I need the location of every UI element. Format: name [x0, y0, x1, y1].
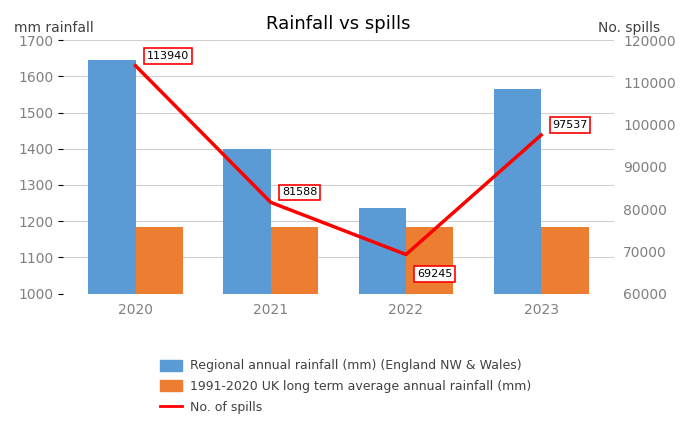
Bar — [271, 227, 318, 426]
Bar — [88, 60, 135, 426]
Text: No. spills: No. spills — [598, 21, 661, 35]
Bar — [494, 89, 541, 426]
Bar — [135, 227, 183, 426]
Bar — [541, 227, 589, 426]
Text: 113940: 113940 — [146, 51, 189, 61]
Bar — [406, 227, 453, 426]
Bar — [223, 149, 271, 426]
Legend: Regional annual rainfall (mm) (England NW & Wales), 1991-2020 UK long term avera: Regional annual rainfall (mm) (England N… — [153, 353, 538, 420]
No. of spills — [131, 63, 140, 68]
Text: 81588: 81588 — [282, 187, 317, 197]
Title: Rainfall vs spills: Rainfall vs spills — [266, 15, 410, 33]
No. of spills — [267, 200, 275, 205]
Bar — [359, 208, 406, 426]
No. of spills — [537, 132, 545, 138]
Line: No. of spills: No. of spills — [135, 66, 541, 254]
Text: 69245: 69245 — [417, 269, 453, 279]
Text: mm rainfall: mm rainfall — [14, 21, 93, 35]
Text: 97537: 97537 — [552, 120, 587, 130]
No. of spills — [402, 252, 410, 257]
